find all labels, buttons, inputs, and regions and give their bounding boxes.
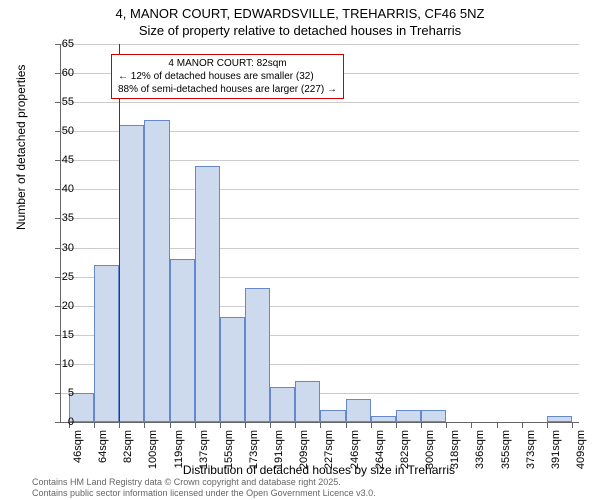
x-tick [346, 422, 347, 428]
footer-line-2: Contains public sector information licen… [32, 488, 376, 499]
x-tick-label: 336sqm [474, 430, 486, 480]
chart-titles: 4, MANOR COURT, EDWARDSVILLE, TREHARRIS,… [0, 6, 600, 40]
x-tick [371, 422, 372, 428]
x-tick [295, 422, 296, 428]
annotation-line: 88% of semi-detached houses are larger (… [118, 83, 337, 96]
histogram-bar [547, 416, 572, 422]
x-tick-label: 264sqm [374, 430, 386, 480]
x-tick [396, 422, 397, 428]
x-tick [446, 422, 447, 428]
histogram-bar [220, 317, 245, 422]
annotation-line: ← 12% of detached houses are smaller (32… [118, 70, 337, 83]
x-tick-label: 318sqm [449, 430, 461, 480]
grid-line [61, 44, 579, 45]
x-tick [170, 422, 171, 428]
histogram-bar [94, 265, 119, 422]
histogram-bar [170, 259, 195, 422]
title-line-2: Size of property relative to detached ho… [0, 23, 600, 40]
y-tick-label: 15 [50, 329, 74, 341]
x-tick-label: 355sqm [500, 430, 512, 480]
x-tick-label: 227sqm [323, 430, 335, 480]
x-tick-label: 373sqm [525, 430, 537, 480]
y-tick-label: 55 [50, 96, 74, 108]
histogram-bar [245, 288, 270, 422]
x-tick-label: 137sqm [198, 430, 210, 480]
y-tick-label: 30 [50, 242, 74, 254]
x-tick [497, 422, 498, 428]
x-tick [195, 422, 196, 428]
x-tick-label: 155sqm [223, 430, 235, 480]
y-tick-label: 65 [50, 38, 74, 50]
x-tick [522, 422, 523, 428]
x-tick [119, 422, 120, 428]
y-tick-label: 20 [50, 300, 74, 312]
histogram-bar [371, 416, 396, 422]
grid-line [61, 102, 579, 103]
chart-container: 4, MANOR COURT, EDWARDSVILLE, TREHARRIS,… [0, 0, 600, 500]
x-tick-label: 100sqm [147, 430, 159, 480]
plot-area: 4 MANOR COURT: 82sqm← 12% of detached ho… [60, 44, 579, 423]
histogram-bar [320, 410, 346, 422]
x-tick-label: 409sqm [575, 430, 587, 480]
x-tick-label: 300sqm [424, 430, 436, 480]
y-tick-label: 5 [50, 387, 74, 399]
histogram-bar [144, 120, 170, 422]
histogram-bar [346, 399, 371, 422]
x-tick-label: 173sqm [248, 430, 260, 480]
annotation-box: 4 MANOR COURT: 82sqm← 12% of detached ho… [111, 54, 344, 99]
y-tick-label: 50 [50, 125, 74, 137]
reference-line [119, 44, 120, 422]
x-tick-label: 246sqm [349, 430, 361, 480]
x-tick [421, 422, 422, 428]
x-tick [320, 422, 321, 428]
annotation-line: 4 MANOR COURT: 82sqm [118, 57, 337, 70]
histogram-bar [295, 381, 320, 422]
y-tick-label: 60 [50, 67, 74, 79]
histogram-bar [195, 166, 220, 422]
x-tick-label: 209sqm [298, 430, 310, 480]
x-tick-label: 46sqm [72, 430, 84, 480]
histogram-bar [396, 410, 421, 422]
footer-attribution: Contains HM Land Registry data © Crown c… [32, 477, 376, 499]
y-tick-label: 0 [50, 416, 74, 428]
x-tick [144, 422, 145, 428]
histogram-bar [421, 410, 446, 422]
x-tick [547, 422, 548, 428]
x-tick [245, 422, 246, 428]
x-tick [94, 422, 95, 428]
histogram-bar [119, 125, 144, 422]
y-tick-label: 35 [50, 212, 74, 224]
x-tick-label: 191sqm [273, 430, 285, 480]
y-tick-label: 45 [50, 154, 74, 166]
x-tick-label: 391sqm [550, 430, 562, 480]
x-tick [270, 422, 271, 428]
x-tick-label: 64sqm [97, 430, 109, 480]
y-axis-label: Number of detached properties [14, 65, 28, 230]
x-tick-label: 119sqm [173, 430, 185, 480]
x-tick [220, 422, 221, 428]
x-tick [471, 422, 472, 428]
x-tick-label: 82sqm [122, 430, 134, 480]
y-tick-label: 10 [50, 358, 74, 370]
y-tick-label: 40 [50, 183, 74, 195]
x-tick-label: 282sqm [399, 430, 411, 480]
histogram-bar [270, 387, 295, 422]
y-tick-label: 25 [50, 271, 74, 283]
title-line-1: 4, MANOR COURT, EDWARDSVILLE, TREHARRIS,… [0, 6, 600, 23]
x-tick [572, 422, 573, 428]
